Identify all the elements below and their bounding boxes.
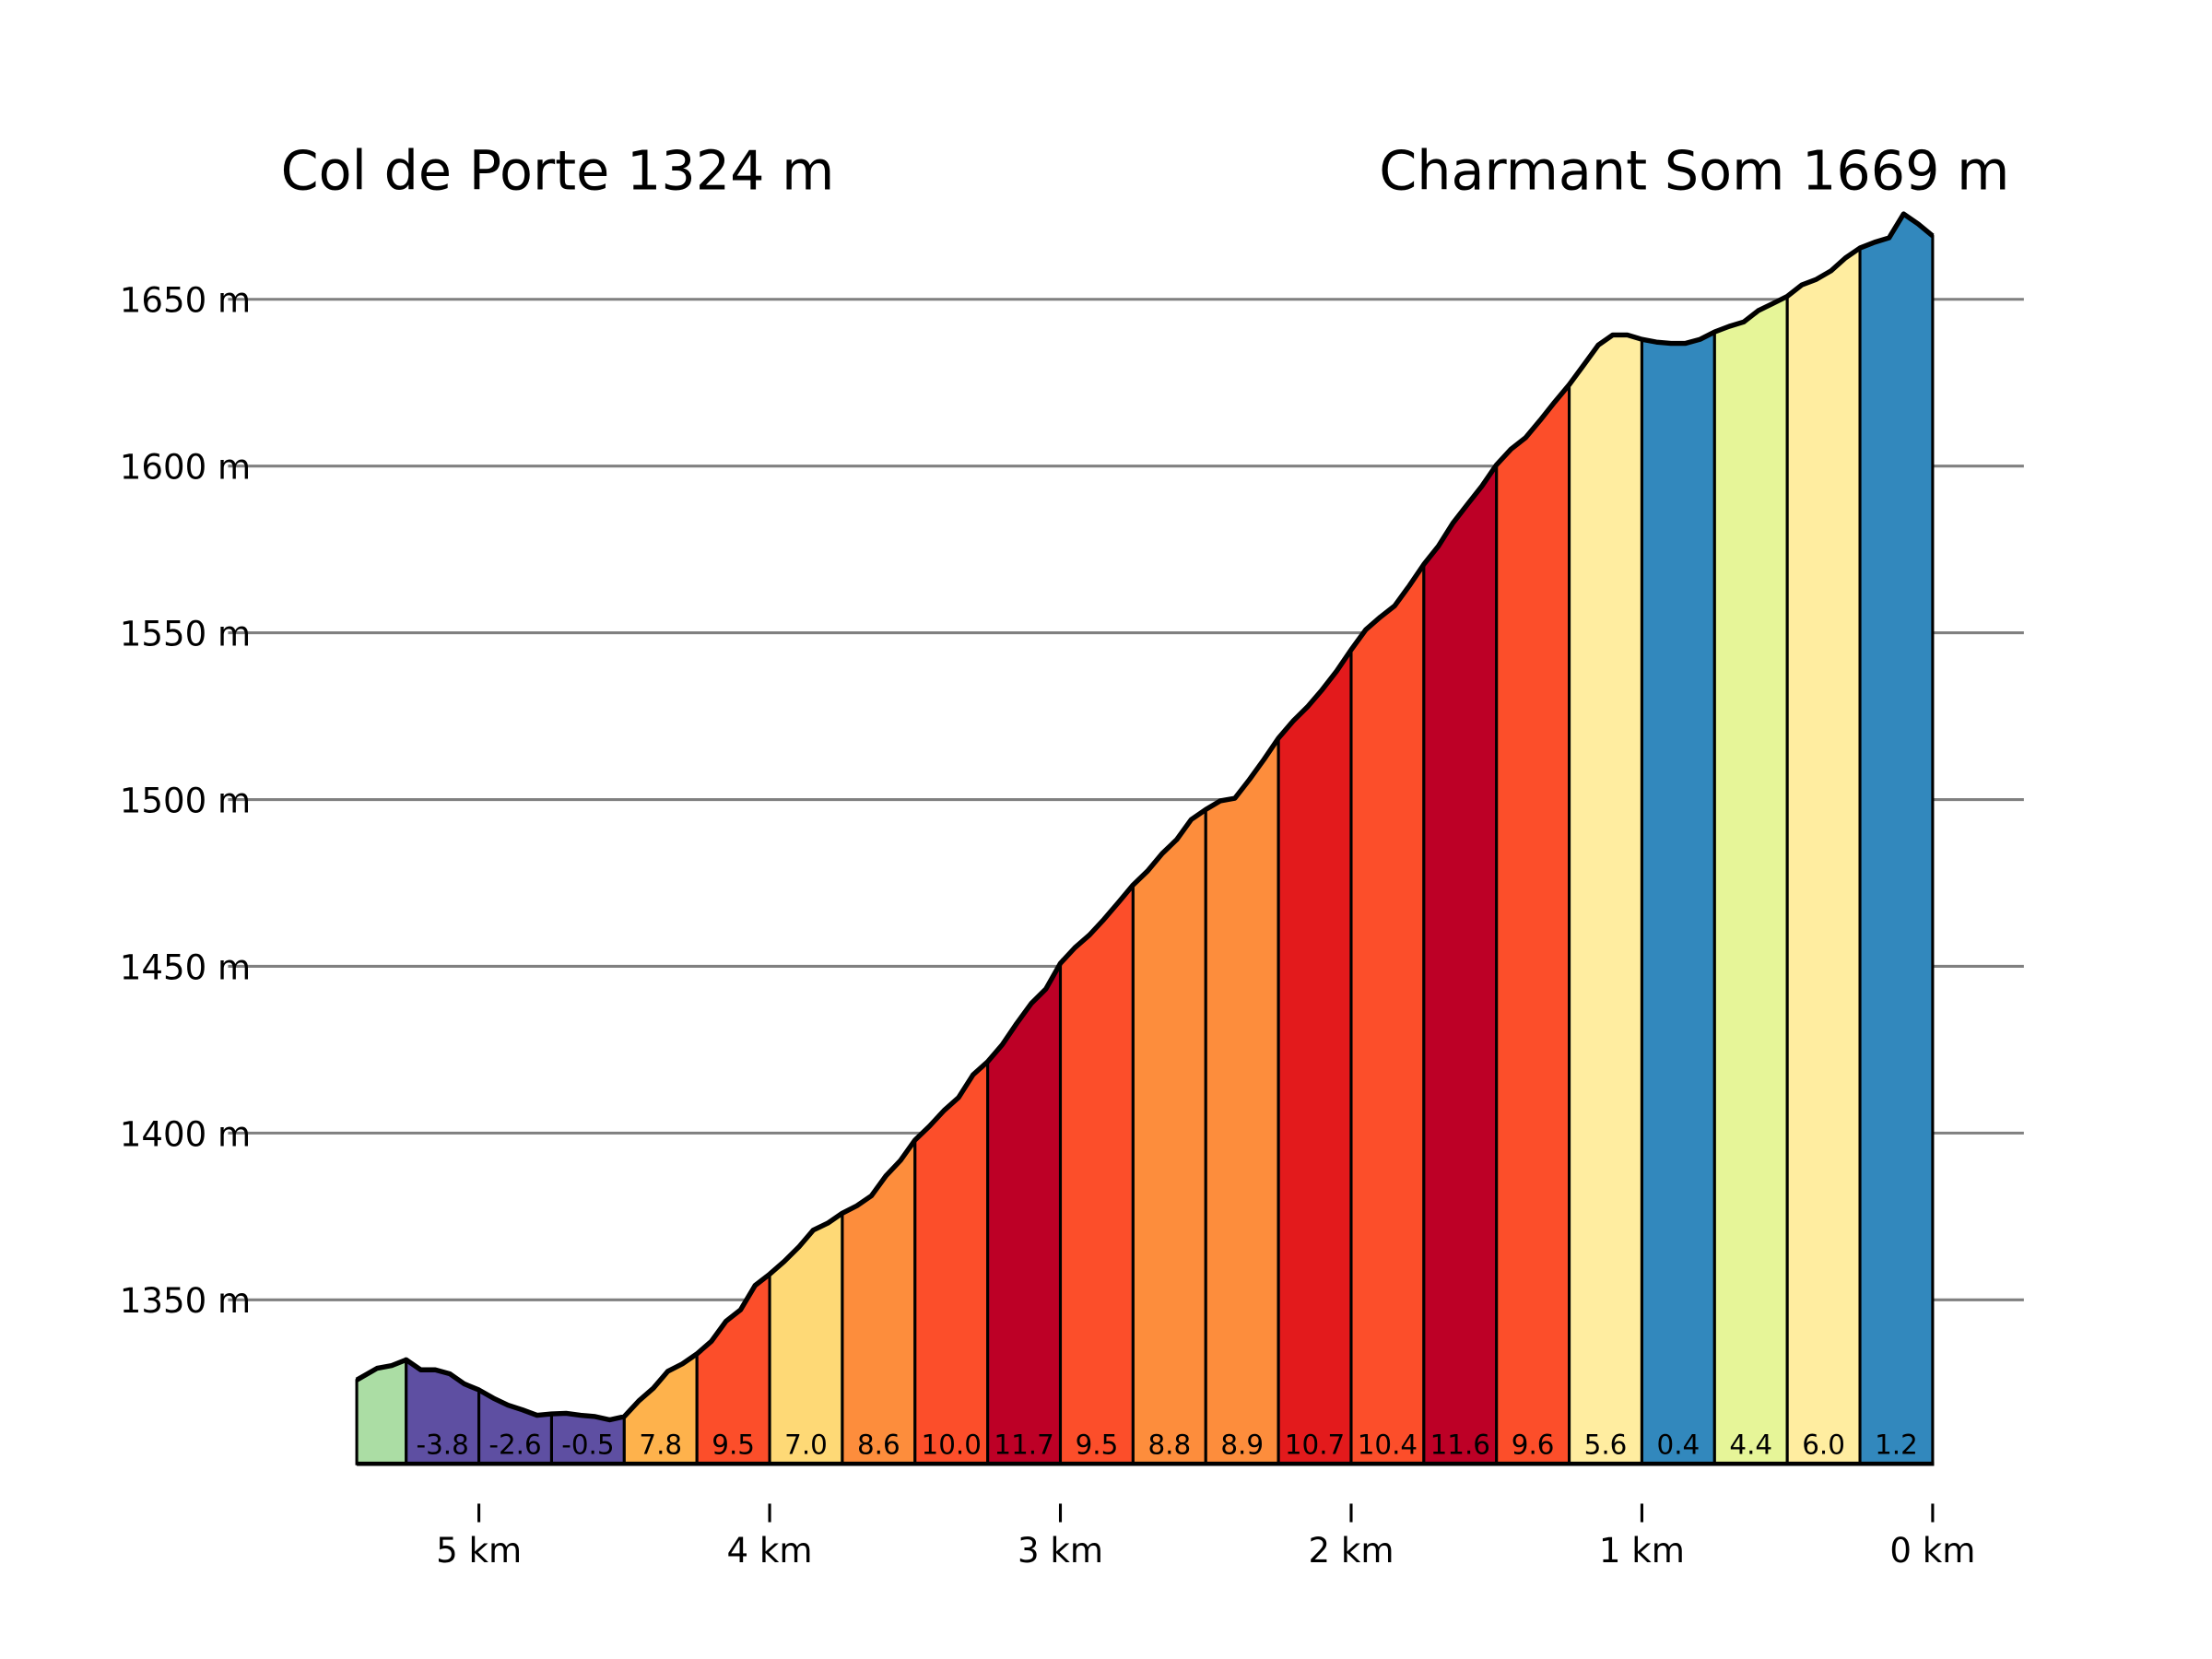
profile-line-group <box>355 211 1935 1466</box>
gradient-label: -2.6 <box>488 1429 541 1460</box>
gradient-label: 10.7 <box>1285 1429 1345 1460</box>
gradient-label: 8.9 <box>1220 1429 1264 1460</box>
gradient-label: 8.8 <box>1147 1429 1191 1460</box>
x-axis: 5 km 4 km 3 km 2 km 1 km 0 km <box>436 1503 1975 1571</box>
y-tick-label: 1550 m <box>120 615 251 654</box>
gradient-label: 6.0 <box>1802 1429 1845 1460</box>
gradient-label: 9.6 <box>1512 1429 1555 1460</box>
gradient-label: 0.4 <box>1657 1429 1700 1460</box>
gradient-label: -3.8 <box>416 1429 468 1460</box>
gradient-segment <box>1640 329 1716 1465</box>
profile-line <box>355 211 1935 1423</box>
gradient-segment <box>913 1058 990 1465</box>
chart-title-end: Charmant Som 1669 m <box>1379 139 2009 203</box>
y-axis: 1350 m 1400 m 1450 m 1500 m 1550 m 1600 m 1650… <box>120 281 251 1322</box>
x-tick-label: 0 km <box>1889 1531 1975 1571</box>
gradient-segment <box>1349 559 1426 1465</box>
x-tick-label: 1 km <box>1599 1531 1685 1571</box>
y-tick-label: 1350 m <box>120 1281 251 1321</box>
gradient-segment <box>1422 460 1499 1465</box>
y-tick-label: 1400 m <box>120 1114 251 1154</box>
y-tick-label: 1650 m <box>120 281 251 321</box>
gradient-segment <box>1131 806 1207 1465</box>
gradient-label: 9.5 <box>1076 1429 1119 1460</box>
gradient-segment <box>1785 245 1862 1465</box>
x-tick-label: 3 km <box>1018 1531 1103 1571</box>
gradient-label: 11.7 <box>994 1429 1053 1460</box>
gradient-label: 9.5 <box>712 1429 755 1460</box>
gradient-segment <box>1058 880 1135 1465</box>
y-tick-label: 1600 m <box>120 448 251 488</box>
gradient-label: 7.8 <box>639 1429 682 1460</box>
gradient-segment <box>1858 211 1935 1465</box>
gradient-segment <box>1568 333 1643 1465</box>
gradient-label: 8.6 <box>857 1429 900 1460</box>
gradient-segment <box>768 1210 844 1465</box>
gradient-segment <box>1204 733 1280 1465</box>
gradient-label: 11.6 <box>1430 1429 1490 1460</box>
gradient-label: 10.4 <box>1358 1429 1418 1460</box>
gradient-segment <box>1277 644 1353 1465</box>
gradient-label: 10.0 <box>922 1429 982 1460</box>
gradient-segments: -3.8 -2.6 -0.5 7.8 9.5 7.0 8.6 10.0 11.7 9.5 8.8 8.… <box>355 211 1935 1465</box>
gradient-segment <box>1712 293 1789 1465</box>
gradient-segment <box>986 958 1063 1465</box>
gradient-segment <box>1495 381 1571 1465</box>
gradient-label: 1.2 <box>1875 1429 1918 1460</box>
gradient-label: -0.5 <box>561 1429 614 1460</box>
y-tick-label: 1500 m <box>120 781 251 820</box>
gradient-label: 5.6 <box>1584 1429 1628 1460</box>
y-tick-label: 1450 m <box>120 947 251 987</box>
x-tick-label: 4 km <box>727 1531 813 1571</box>
chart-title-start: Col de Porte 1324 m <box>281 139 835 203</box>
x-tick-label: 5 km <box>436 1531 522 1571</box>
x-tick-label: 2 km <box>1308 1531 1394 1571</box>
gradient-label: 4.4 <box>1729 1429 1772 1460</box>
gradient-label: 7.0 <box>784 1429 828 1460</box>
